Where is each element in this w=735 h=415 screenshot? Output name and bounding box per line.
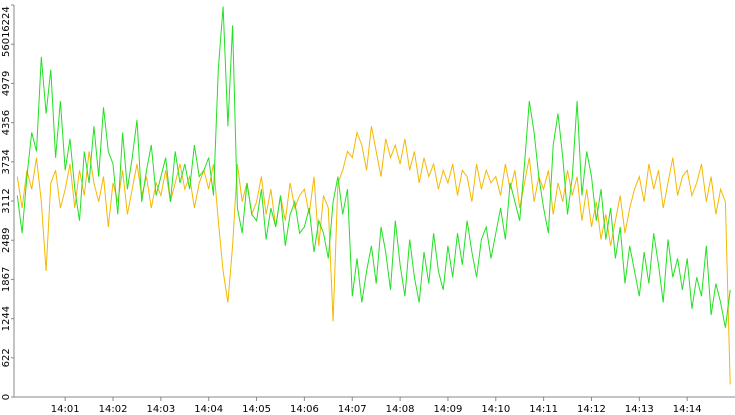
y-tick-label: 2489 xyxy=(1,228,12,253)
y-tick-label: 5601 xyxy=(1,32,12,57)
y-tick-label: 622 xyxy=(1,348,12,367)
y-tick-label: 1867 xyxy=(1,267,12,292)
x-tick-label: 14:10 xyxy=(481,404,510,415)
y-tick-label: 4356 xyxy=(1,110,12,135)
x-tick-label: 14:14 xyxy=(673,404,702,415)
y-tick-label: 6224 xyxy=(1,6,12,31)
x-tick-label: 14:11 xyxy=(529,404,558,415)
y-tick-label: 3112 xyxy=(1,188,12,213)
y-tick-label: 1244 xyxy=(1,306,12,331)
x-tick-label: 14:13 xyxy=(625,404,654,415)
x-tick-label: 14:07 xyxy=(338,404,367,415)
x-tick-label: 14:01 xyxy=(51,404,80,415)
x-tick-label: 14:09 xyxy=(434,404,463,415)
y-tick-label: 4979 xyxy=(1,71,12,96)
x-tick-label: 14:04 xyxy=(194,404,223,415)
x-tick-label: 14:06 xyxy=(290,404,319,415)
x-tick-label: 14:05 xyxy=(242,404,271,415)
y-tick-label: 3734 xyxy=(1,149,12,174)
series-line xyxy=(16,126,731,385)
y-tick-label: 0 xyxy=(1,394,12,400)
x-tick-label: 14:02 xyxy=(99,404,128,415)
x-tick-label: 14:08 xyxy=(386,404,415,415)
x-tick-label: 14:12 xyxy=(577,404,606,415)
series-line xyxy=(16,6,731,328)
x-tick-label: 14:03 xyxy=(146,404,175,415)
